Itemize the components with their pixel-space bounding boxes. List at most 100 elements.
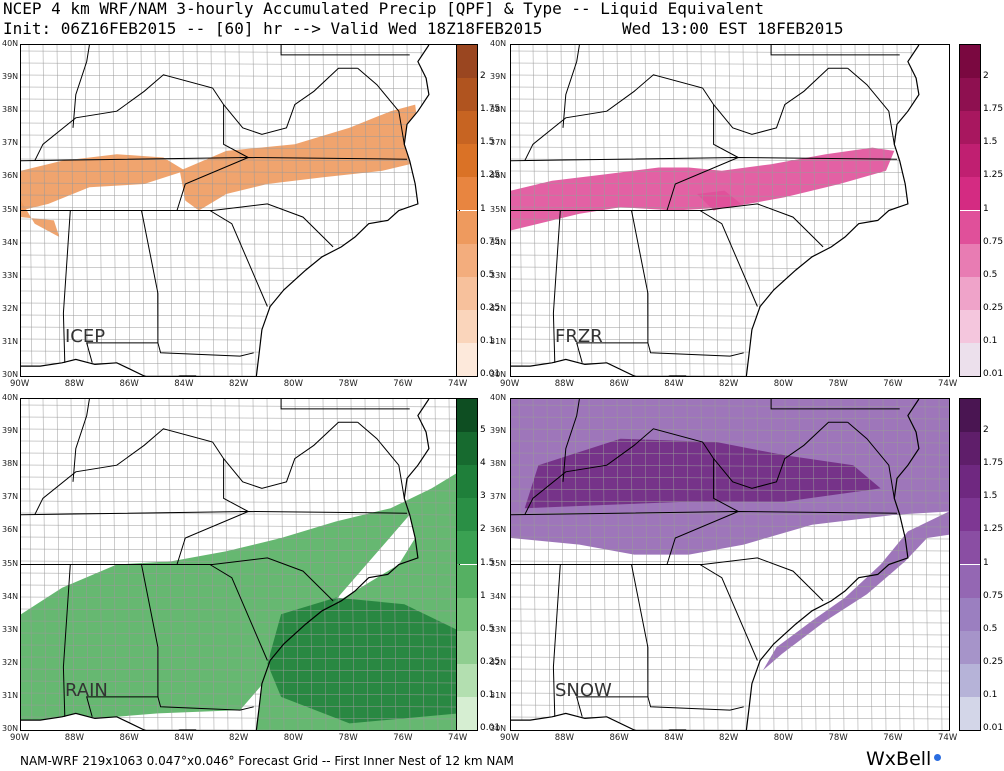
icep-map-panel: ICEP: [20, 44, 460, 377]
colorbar-swatch: [457, 630, 477, 664]
colorbar-label: 1: [480, 590, 486, 601]
county-lines: [21, 399, 459, 730]
state-border: [177, 203, 334, 248]
lat-tick-label: 39N: [2, 72, 19, 82]
colorbar-label: 1.75: [983, 104, 1004, 115]
lon-tick-label: 88W: [554, 733, 574, 743]
lon-tick-label: 76W: [393, 733, 413, 743]
state-border: [176, 511, 249, 565]
colorbar-label: 1.25: [480, 170, 501, 181]
state-border: [699, 564, 758, 661]
state-border: [72, 45, 90, 128]
state-border: [34, 428, 225, 516]
colorbar-label: 2: [480, 71, 486, 82]
lat-tick-label: 37N: [2, 492, 19, 502]
lon-tick-label: 82W: [229, 733, 249, 743]
state-border: [562, 45, 580, 128]
colorbar-label: 0.01: [480, 369, 501, 379]
lat-tick-label: 32N: [490, 657, 507, 667]
colorbar-swatch: [457, 177, 477, 211]
lat-tick-label: 40N: [490, 393, 507, 402]
lat-tick-label: 36N: [490, 171, 507, 181]
gulf-coastline: [21, 712, 197, 730]
colorbar-swatch: [960, 210, 980, 244]
colorbar-swatch: [960, 342, 980, 376]
lon-tick-label: 90W: [500, 379, 520, 389]
rain-map-svg: [21, 399, 459, 730]
colorbar-swatch: [960, 630, 980, 664]
colorbar-swatch: [960, 309, 980, 343]
state-border: [72, 399, 90, 482]
gulf-coastline: [21, 358, 197, 376]
colorbar-label: 0.1: [983, 689, 998, 700]
lat-tick-label: 31N: [490, 690, 507, 700]
lat-tick-label: 31N: [2, 336, 19, 346]
lon-tick-label: 88W: [554, 379, 574, 389]
lat-tick-label: 32N: [2, 303, 19, 313]
frzr-precip-area: [511, 147, 895, 231]
state-border: [552, 210, 561, 363]
frzr-type-label: FRZR: [555, 326, 603, 347]
lat-tick-label: 35N: [2, 204, 19, 214]
snow-precip-area: [762, 511, 949, 671]
colorbar-swatch: [457, 210, 477, 244]
colorbar-swatch: [960, 465, 980, 499]
lon-tick-label: 80W: [773, 379, 793, 389]
colorbar-label: 1: [480, 203, 486, 214]
rain-type-label: RAIN: [65, 680, 108, 701]
lon-tick-label: 80W: [773, 733, 793, 743]
colorbar-swatch: [457, 342, 477, 376]
lon-tick-label: 86W: [119, 733, 139, 743]
colorbar-label: 0.75: [983, 590, 1004, 601]
coastline: [255, 399, 430, 730]
lat-tick-label: 37N: [490, 492, 507, 502]
snow-colorbar: [959, 398, 981, 731]
state-border: [647, 342, 744, 357]
icep-precip-area: [21, 154, 186, 211]
colorbar-label: 1: [983, 557, 989, 568]
colorbar-swatch: [960, 597, 980, 631]
state-border: [713, 67, 848, 135]
lat-tick-label: 31N: [490, 336, 507, 346]
colorbar-label: 0.01: [983, 369, 1004, 379]
colorbar-label: 1.25: [983, 170, 1004, 181]
lon-tick-label: 76W: [883, 379, 903, 389]
colorbar-swatch: [457, 432, 477, 466]
colorbar-swatch: [457, 45, 477, 79]
snow-type-label: SNOW: [555, 680, 612, 701]
logo-dot-icon: [934, 754, 941, 761]
rain-colorbar: [456, 398, 478, 731]
colorbar-swatch: [457, 243, 477, 277]
colorbar-label: 3: [480, 491, 486, 502]
lon-tick-label: 78W: [338, 379, 358, 389]
colorbar-swatch: [960, 177, 980, 211]
lon-tick-label: 84W: [174, 379, 194, 389]
lon-tick-label: 84W: [664, 733, 684, 743]
colorbar-swatch: [457, 597, 477, 631]
lat-tick-label: 35N: [2, 558, 19, 568]
map-title: NCEP 4 km WRF/NAM 3-hourly Accumulated P…: [3, 0, 764, 18]
state-border: [223, 67, 358, 135]
snow-map-svg: [511, 399, 949, 730]
lon-tick-label: 74W: [448, 379, 468, 389]
lon-tick-label: 78W: [828, 379, 848, 389]
lat-tick-label: 33N: [2, 270, 19, 280]
colorbar-label: 0.1: [480, 335, 495, 346]
frzr-map-svg: [511, 45, 949, 376]
colorbar-swatch: [960, 276, 980, 310]
state-border: [223, 421, 358, 489]
coastline: [745, 399, 920, 730]
lat-tick-label: 33N: [490, 270, 507, 280]
footer-grid-info: NAM-WRF 219x1063 0.047°x0.046° Forecast …: [20, 754, 514, 768]
rain-map-panel: RAIN: [20, 398, 460, 731]
state-border: [713, 458, 739, 512]
colorbar-label: 5: [480, 425, 486, 436]
wxbell-logo: WxBell: [866, 748, 932, 770]
lon-tick-label: 78W: [828, 733, 848, 743]
state-border: [552, 564, 561, 717]
coastline: [255, 45, 430, 376]
state-border: [176, 157, 249, 211]
init-valid-time: Init: 06Z16FEB2015 -- [60] hr --> Valid …: [3, 19, 543, 38]
lon-tick-label: 90W: [10, 379, 30, 389]
colorbar-label: 1.75: [480, 104, 501, 115]
